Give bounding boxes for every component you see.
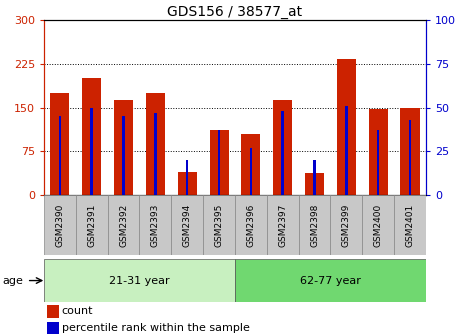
Text: GSM2392: GSM2392: [119, 204, 128, 247]
Text: GSM2390: GSM2390: [56, 204, 64, 247]
Text: 21-31 year: 21-31 year: [109, 276, 170, 286]
Bar: [331, 195, 363, 255]
Text: GSM2399: GSM2399: [342, 204, 351, 247]
Bar: [47, 305, 58, 318]
Bar: [122, 116, 125, 195]
Bar: [369, 109, 388, 195]
Bar: [47, 322, 58, 334]
Bar: [250, 148, 252, 195]
Bar: [44, 259, 235, 302]
Bar: [305, 173, 324, 195]
Bar: [44, 195, 76, 255]
Bar: [114, 100, 133, 195]
Bar: [209, 130, 229, 195]
Bar: [139, 195, 171, 255]
Bar: [218, 130, 220, 195]
Bar: [241, 134, 260, 195]
Bar: [409, 120, 411, 195]
Text: GSM2400: GSM2400: [374, 204, 383, 247]
Bar: [59, 116, 61, 195]
Bar: [273, 100, 292, 195]
Bar: [394, 195, 426, 255]
Bar: [154, 113, 156, 195]
Text: GSM2391: GSM2391: [87, 204, 96, 247]
Text: GSM2396: GSM2396: [246, 204, 256, 247]
Text: GSM2401: GSM2401: [406, 204, 414, 247]
Bar: [108, 195, 139, 255]
Bar: [235, 195, 267, 255]
Bar: [76, 195, 107, 255]
Text: GSM2395: GSM2395: [214, 204, 224, 247]
Bar: [400, 108, 419, 195]
Bar: [345, 106, 348, 195]
Bar: [82, 78, 101, 195]
Title: GDS156 / 38577_at: GDS156 / 38577_at: [168, 5, 302, 19]
Bar: [146, 93, 165, 195]
Bar: [178, 172, 197, 195]
Text: count: count: [62, 306, 94, 316]
Bar: [377, 130, 380, 195]
Bar: [363, 195, 394, 255]
Text: 62-77 year: 62-77 year: [300, 276, 361, 286]
Bar: [299, 195, 331, 255]
Bar: [203, 195, 235, 255]
Bar: [50, 93, 69, 195]
Bar: [235, 259, 426, 302]
Bar: [171, 195, 203, 255]
Text: percentile rank within the sample: percentile rank within the sample: [62, 323, 250, 333]
Text: GSM2398: GSM2398: [310, 204, 319, 247]
Bar: [313, 160, 316, 195]
Bar: [267, 195, 299, 255]
Bar: [90, 108, 93, 195]
Text: age: age: [2, 276, 23, 286]
Text: GSM2393: GSM2393: [151, 204, 160, 247]
Bar: [186, 160, 188, 195]
Text: GSM2397: GSM2397: [278, 204, 287, 247]
Bar: [282, 111, 284, 195]
Text: GSM2394: GSM2394: [183, 204, 192, 247]
Bar: [337, 59, 356, 195]
